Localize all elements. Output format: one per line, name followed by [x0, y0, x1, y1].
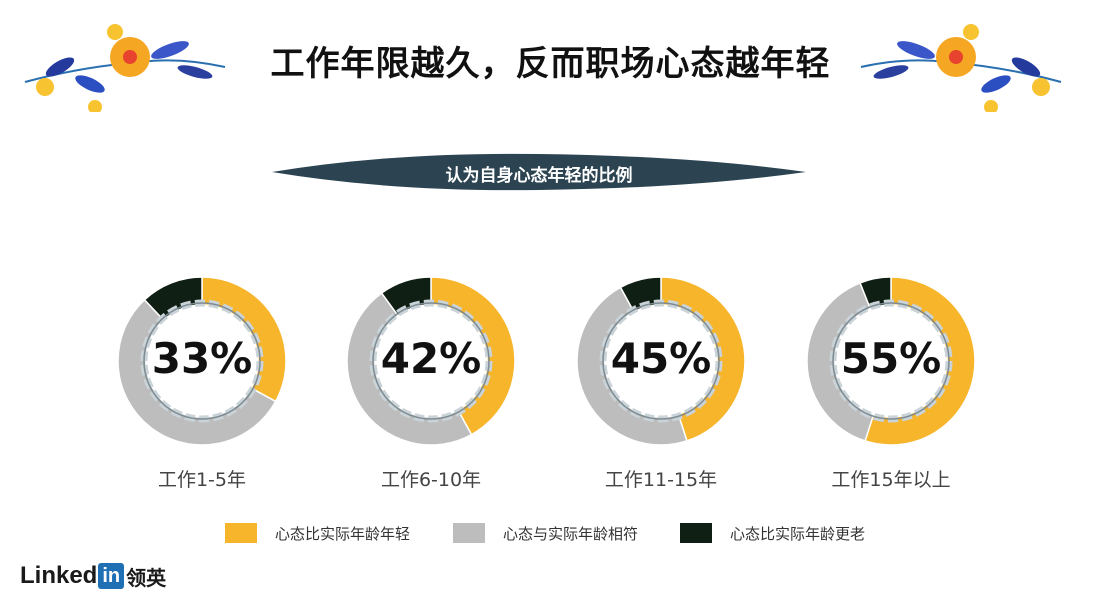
floral-decoration-right: [860, 24, 1062, 112]
donut-center-label: 33%: [151, 334, 253, 383]
legend-item-younger: 心态比实际年龄年轻: [225, 521, 410, 545]
legend-item-older: 心态比实际年龄更老: [680, 521, 865, 545]
logo-text-cn: 领英: [126, 567, 167, 590]
donut-chart: 33%: [117, 276, 287, 446]
legend-item-same: 心态与实际年龄相符: [453, 521, 638, 545]
subtitle-ribbon: 认为自身心态年轻的比例: [272, 152, 806, 192]
category-label: 工作1-5年: [157, 469, 247, 491]
donut-chart: 55%: [806, 276, 976, 446]
donut-svg: [576, 276, 746, 446]
wreath-outline: [602, 302, 720, 420]
donut-chart: 45%: [576, 276, 746, 446]
wreath-outline: [372, 302, 490, 420]
wreath-outline: [832, 302, 950, 420]
ribbon-shape: [272, 153, 806, 191]
donut-svg: [346, 276, 516, 446]
linkedin-logo: Linked in 领英: [20, 561, 166, 591]
donut-center-label: 45%: [610, 334, 712, 383]
page-title: 工作年限越久，反而职场心态越年轻: [270, 44, 831, 84]
logo-text-linked: Linked: [20, 562, 98, 589]
legend-label: 心态比实际年龄更老: [730, 524, 866, 543]
legend-label: 心态与实际年龄相符: [503, 524, 639, 543]
category-label: 工作11-15年: [604, 469, 718, 491]
donut-chart: 42%: [346, 276, 516, 446]
donut-svg: [117, 276, 287, 446]
floral-decoration-left: [24, 24, 226, 112]
logo-text-in: in: [98, 563, 125, 589]
legend-label: 心态比实际年龄年轻: [275, 524, 411, 543]
category-label: 工作15年以上: [831, 469, 951, 491]
chart-subtitle: 认为自身心态年轻的比例: [445, 166, 633, 186]
category-label: 工作6-10年: [380, 469, 482, 491]
donut-svg: [806, 276, 976, 446]
legend-swatch: [680, 523, 712, 543]
donut-center-label: 42%: [380, 334, 482, 383]
donut-center-label: 55%: [840, 334, 942, 383]
legend-swatch: [225, 523, 257, 543]
legend-swatch: [453, 523, 485, 543]
wreath-outline: [143, 302, 261, 420]
